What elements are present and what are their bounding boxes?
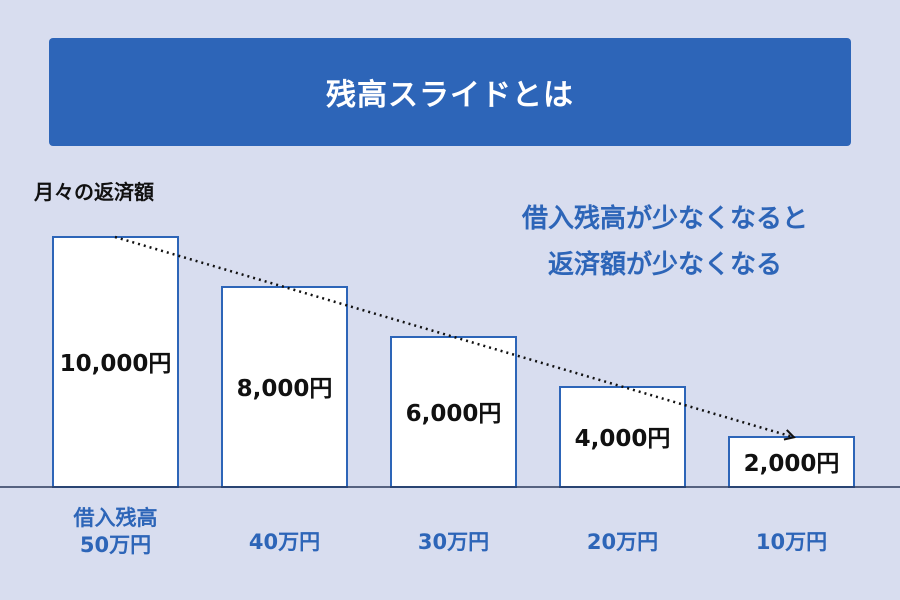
bar-value-label-4: 4,000円 <box>575 426 671 452</box>
annotation-line-1: 借入残高が少なくなると <box>521 204 808 234</box>
bar-value-label-2: 8,000円 <box>237 376 333 402</box>
annotation-line-2: 返済額が少なくなる <box>547 250 782 280</box>
y-axis-label: 月々の返済額 <box>34 180 154 204</box>
category-label-3: 30万円 <box>418 530 489 554</box>
bar-value-label-5: 2,000円 <box>744 451 840 477</box>
bar-3 <box>390 336 517 488</box>
bar-2 <box>221 286 348 488</box>
category-label-1-line-1: 借入残高 <box>73 506 158 530</box>
bar-1 <box>52 236 179 488</box>
category-label-5: 10万円 <box>756 530 827 554</box>
category-label-1-line-2: 50万円 <box>80 533 151 557</box>
chart-title: 残高スライドとは <box>326 78 574 113</box>
annotation: 借入残高が少なくなると 返済額が少なくなる <box>480 196 850 288</box>
bar-value-label-3: 6,000円 <box>406 401 502 427</box>
category-label-2: 40万円 <box>249 530 320 554</box>
title-banner: 残高スライドとは <box>49 38 851 146</box>
category-label-4: 20万円 <box>587 530 658 554</box>
bar-4 <box>559 386 686 488</box>
trend-arrow <box>114 235 793 437</box>
bar-value-label-1: 10,000円 <box>60 351 172 377</box>
